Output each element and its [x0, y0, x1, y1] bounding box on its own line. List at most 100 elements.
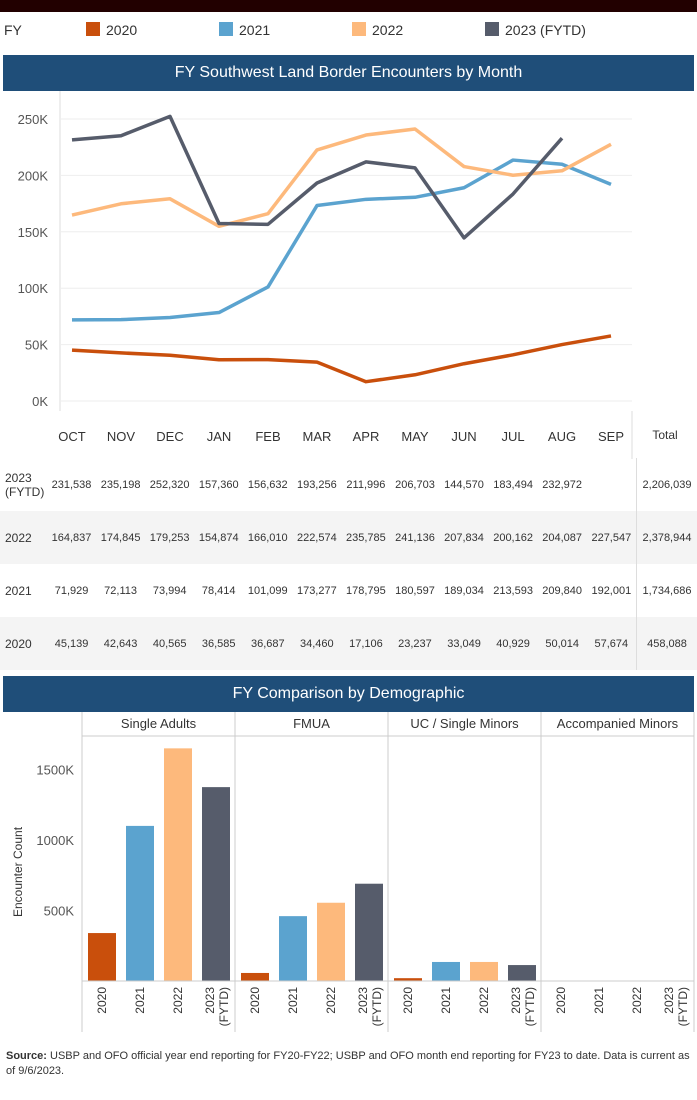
- line-chart: 0K 50K 100K 150K 200K 250K OCT NOV DEC JAN FEB MAR A…: [18, 91, 678, 459]
- source-note: Source: USBP and OFO official year end r…: [6, 1049, 691, 1079]
- series-line-2022: [71, 127, 612, 229]
- legend-title: FY: [4, 22, 22, 38]
- x-tick-label: 2022: [630, 987, 644, 1014]
- y-tick-label: 100K: [18, 281, 49, 296]
- table-cell: 252,320: [149, 478, 190, 491]
- table-cell: 164,837: [47, 511, 97, 564]
- legend-swatch-2023: [485, 22, 499, 36]
- group-label: Accompanied Minors: [557, 716, 679, 731]
- row-total: 1,734,686: [636, 564, 697, 617]
- legend-swatch-2021: [219, 22, 233, 36]
- table-cell: 227,547: [586, 511, 637, 564]
- x-tick-label: 2020: [248, 987, 262, 1014]
- table-cell: 183,494: [493, 478, 533, 491]
- y-axis-label: Encounter Count: [11, 826, 25, 917]
- x-tick-label: 2021: [286, 987, 300, 1014]
- y-tick-label: 250K: [18, 112, 49, 127]
- bar-2023: [355, 883, 383, 981]
- x-tick-label: 2023(FYTD): [356, 987, 384, 1027]
- bar-chart-title: FY Comparison by Demographic: [3, 676, 694, 712]
- table-cell: 36,687: [243, 617, 293, 670]
- table-cell: 157,360: [198, 478, 239, 491]
- table-cell: 144,570: [444, 478, 484, 491]
- total-header: Total: [652, 428, 677, 442]
- x-tick-label: 2020: [95, 987, 109, 1014]
- group-label: Single Adults: [121, 716, 197, 731]
- x-tick-label: 2020: [401, 987, 415, 1014]
- group-label: FMUA: [293, 716, 330, 731]
- table-cell: 180,597: [395, 584, 435, 597]
- table-cell: 222,574: [292, 511, 342, 564]
- bar-2023: [508, 965, 536, 981]
- row-label: 2020: [0, 617, 47, 670]
- table-cell: 200,162: [488, 511, 538, 564]
- x-tick-label: 2022: [324, 987, 338, 1014]
- table-cell: 204,087: [537, 511, 587, 564]
- table-cell: 72,113: [104, 584, 137, 597]
- table-cell: 179,253: [145, 511, 195, 564]
- table-cell: 189,034: [444, 584, 484, 597]
- legend-label: 2020: [106, 22, 138, 38]
- bar-2020: [241, 972, 269, 981]
- table-cell: 174,845: [96, 511, 146, 564]
- table-cell: 36,585: [194, 617, 244, 670]
- table-cell: 73,994: [152, 584, 187, 597]
- table-cell: 193,256: [296, 478, 337, 491]
- row-label: 2022: [0, 511, 47, 564]
- table-cell: 207,834: [439, 511, 489, 564]
- table-cell: 211,996: [346, 478, 386, 491]
- table-cell: 33,049: [439, 617, 489, 670]
- bar-2023: [202, 787, 230, 981]
- x-tick-label: 2023(FYTD): [662, 987, 690, 1027]
- row-total: 2,378,944: [636, 511, 697, 564]
- row-label: 2023 (FYTD): [5, 470, 45, 499]
- x-tick-label: 2021: [133, 987, 147, 1014]
- table-cell: 57,674: [586, 617, 637, 670]
- bar-2022: [164, 748, 192, 981]
- x-tick-label: JAN: [207, 429, 232, 444]
- legend-swatch-2022: [352, 22, 366, 36]
- x-tick-label: APR: [353, 429, 380, 444]
- series-line-2021: [71, 158, 612, 322]
- bar-2021: [279, 916, 307, 981]
- bar-2020: [394, 978, 422, 981]
- legend-swatch-2020: [86, 22, 100, 36]
- table-cell: 34,460: [292, 617, 342, 670]
- y-tick-label: 500K: [44, 904, 75, 919]
- source-text: USBP and OFO official year end reporting…: [6, 1050, 690, 1077]
- table-cell: 156,632: [247, 478, 288, 491]
- monthly-table: 2023 (FYTD) 231,538 235,198 252,320 157,360 1…: [0, 458, 697, 670]
- table-row: 2021 71,929 72,113 73,994 78,414 101,099 173,2…: [0, 564, 697, 617]
- bar-2021: [432, 961, 460, 981]
- x-tick-label: 2023(FYTD): [509, 987, 537, 1027]
- table-cell: [587, 458, 637, 511]
- table-row: 2023 (FYTD) 231,538 235,198 252,320 157,360 1…: [0, 458, 697, 511]
- table-cell: 173,277: [296, 584, 337, 597]
- y-tick-label: 0K: [32, 394, 48, 409]
- table-cell: 45,139: [47, 617, 97, 670]
- y-tick-label: 200K: [18, 168, 49, 183]
- table-cell: 40,565: [145, 617, 195, 670]
- table-cell: 209,840: [542, 584, 583, 597]
- x-tick-label: 2022: [171, 987, 185, 1014]
- row-total: 458,088: [636, 617, 697, 670]
- table-cell: 78,414: [201, 584, 236, 597]
- bar-2022: [317, 902, 345, 981]
- table-cell: 192,001: [591, 584, 632, 597]
- table-cell: 71,929: [54, 584, 89, 597]
- table-cell: 166,010: [243, 511, 293, 564]
- table-cell: 50,014: [537, 617, 587, 670]
- line-chart-title: FY Southwest Land Border Encounters by M…: [3, 55, 694, 91]
- table-cell: 40,929: [488, 617, 538, 670]
- table-cell: 101,099: [247, 584, 288, 597]
- series-line-2020: [71, 334, 612, 384]
- table-cell: 206,703: [395, 478, 435, 491]
- y-tick-label: 1500K: [36, 763, 74, 778]
- x-tick-label: 2021: [439, 987, 453, 1014]
- group-label: UC / Single Minors: [410, 716, 519, 731]
- table-cell: 231,538: [51, 478, 92, 491]
- table-cell: 213,593: [493, 584, 533, 597]
- x-tick-label: 2020: [554, 987, 568, 1014]
- table-cell: 235,198: [100, 478, 141, 491]
- y-tick-label: 50K: [25, 338, 48, 353]
